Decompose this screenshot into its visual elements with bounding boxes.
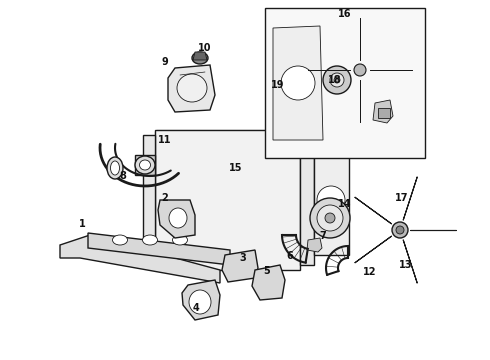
Polygon shape (222, 250, 258, 282)
Ellipse shape (192, 52, 208, 64)
Polygon shape (314, 145, 349, 255)
Ellipse shape (107, 157, 123, 179)
Polygon shape (143, 135, 155, 265)
Polygon shape (182, 280, 220, 320)
Text: 9: 9 (162, 57, 169, 67)
Ellipse shape (317, 186, 345, 214)
Text: 17: 17 (395, 193, 409, 203)
Ellipse shape (396, 226, 404, 234)
Ellipse shape (140, 160, 150, 170)
Polygon shape (355, 197, 392, 224)
Ellipse shape (334, 77, 340, 83)
Text: 11: 11 (158, 135, 172, 145)
Ellipse shape (317, 205, 343, 231)
Ellipse shape (281, 66, 315, 100)
Polygon shape (307, 238, 322, 252)
Text: 13: 13 (399, 260, 413, 270)
Polygon shape (168, 65, 215, 112)
Ellipse shape (135, 156, 155, 174)
Polygon shape (273, 26, 323, 140)
Ellipse shape (310, 198, 350, 238)
Text: 1: 1 (78, 219, 85, 229)
Bar (378, 108, 390, 118)
Ellipse shape (330, 73, 344, 87)
Polygon shape (373, 100, 393, 123)
Ellipse shape (325, 213, 335, 223)
Text: 12: 12 (363, 267, 377, 277)
Text: 2: 2 (162, 193, 169, 203)
Text: 4: 4 (193, 303, 199, 313)
Polygon shape (135, 155, 155, 175)
Text: 6: 6 (287, 251, 294, 261)
Ellipse shape (392, 222, 408, 238)
Bar (265, 8, 425, 158)
Text: 15: 15 (229, 163, 243, 173)
Polygon shape (60, 235, 220, 283)
Polygon shape (355, 236, 392, 263)
Text: 16: 16 (338, 9, 352, 19)
Ellipse shape (172, 235, 188, 245)
Text: 3: 3 (240, 253, 246, 263)
Text: 19: 19 (271, 80, 285, 90)
Text: 18: 18 (328, 75, 342, 85)
Polygon shape (158, 200, 195, 238)
Text: 14: 14 (338, 199, 352, 209)
Ellipse shape (169, 208, 187, 228)
Ellipse shape (323, 66, 351, 94)
Polygon shape (403, 177, 417, 220)
Polygon shape (88, 233, 230, 265)
Text: 7: 7 (319, 231, 326, 241)
Polygon shape (193, 52, 207, 60)
Text: 5: 5 (264, 266, 270, 276)
Ellipse shape (177, 74, 207, 102)
Polygon shape (403, 240, 417, 283)
Ellipse shape (143, 235, 157, 245)
Text: 8: 8 (120, 171, 126, 181)
Ellipse shape (354, 64, 366, 76)
Bar (155, 130, 300, 270)
Text: 10: 10 (198, 43, 212, 53)
Polygon shape (300, 135, 314, 265)
Ellipse shape (111, 161, 120, 175)
Polygon shape (252, 265, 285, 300)
Ellipse shape (113, 235, 127, 245)
Ellipse shape (189, 290, 211, 314)
